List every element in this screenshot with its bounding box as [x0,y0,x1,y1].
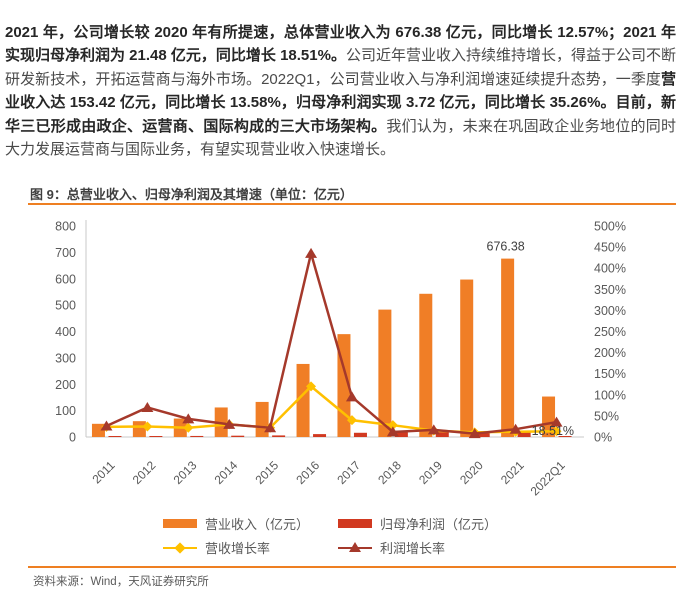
paragraph-segment-1: 公司近年营业收入持续维持增长，得益于公司不断研发新技术，开拓运营商与海外市场。2… [5,47,676,88]
x-axis-label: 2016 [293,458,322,487]
diamond-marker [183,422,194,433]
x-axis-label: 2015 [252,458,281,487]
triangle-marker [223,418,236,429]
bar-revenue [419,293,433,437]
right-axis-tick-label: 150% [594,367,626,381]
bar-net-profit [231,435,245,437]
legend-triangle-icon [349,542,361,552]
data-label: 676.38 [487,240,525,254]
x-axis-label: 2012 [130,458,159,487]
diamond-marker [551,426,562,437]
right-axis-tick-label: 500% [594,220,626,234]
summary-paragraph: 2021 年，公司增长较 2020 年有所提速，总体营业收入为 676.38 亿… [5,21,676,161]
diamond-marker [142,421,153,432]
triangle-marker [509,423,522,434]
right-axis-tick-label: 50% [594,409,619,423]
left-axis-tick-label: 600 [55,272,76,286]
legend-label: 利润增长率 [380,541,446,556]
bar-revenue [296,363,310,437]
right-axis-tick-label: 400% [594,262,626,276]
x-axis-label: 2011 [89,458,117,486]
triangle-marker [264,422,277,433]
triangle-marker [386,426,399,437]
left-axis-tick-label: 0 [69,431,76,445]
paragraph-segment-2: 营业收入达 153.42 亿元，同比增长 13.58%，归母净利润实现 3.72… [5,70,676,135]
diamond-marker [346,415,357,426]
legend-item-0: 营业收入（亿元） [163,514,309,533]
triangle-marker [305,247,318,258]
bar-revenue [132,421,146,437]
right-axis-tick-label: 250% [594,325,626,339]
x-axis-label: 2022Q1 [528,458,568,498]
source-divider [28,566,676,568]
left-axis-tick-label: 100 [55,404,76,418]
triangle-marker [345,391,358,402]
data-label: 18.51% [532,424,574,438]
right-axis-tick-label: 350% [594,283,626,297]
bar-net-profit [190,435,204,437]
triangle-marker [141,401,154,412]
x-axis-label: 2019 [416,458,445,487]
title-divider [28,203,676,205]
left-axis-tick-label: 300 [55,351,76,365]
triangle-marker [468,428,481,439]
triangle-marker [550,416,563,427]
x-axis-label: 2014 [212,458,241,487]
bar-net-profit [149,436,163,437]
bar-net-profit [272,435,286,437]
left-axis-tick-label: 400 [55,325,76,339]
right-axis-tick-label: 450% [594,241,626,255]
diamond-marker [306,381,317,392]
chart-area: 0 100 200 300 400 500 600 700 800 0% 50% 100% 150% 20… [0,206,681,506]
bar-revenue [378,309,392,437]
legend-item-2: 营收增长率 [163,538,270,557]
x-axis-label: 2018 [375,458,404,487]
bar-net-profit [517,431,531,437]
legend-label: 归母净利润（亿元） [380,517,498,532]
triangle-marker [100,420,113,431]
left-axis-tick-label: 200 [55,378,76,392]
legend-bar-swatch [163,519,197,528]
figure-title: 图 9：总营业收入、归母净利润及其增速（单位：亿元） [30,187,353,202]
x-axis-label: 2017 [334,458,363,487]
legend-item-1: 归母净利润（亿元） [338,514,497,533]
legend-diamond-icon [174,541,186,554]
legend-bar-swatch [338,519,372,528]
legend-marker-swatch [338,542,372,553]
bar-revenue [501,258,515,437]
bar-net-profit [476,431,490,437]
legend-item-3: 利润增长率 [338,538,445,557]
x-axis-label: 2013 [171,458,200,487]
left-axis-tick-label: 700 [55,246,76,260]
triangle-marker [182,413,195,424]
legend-label: 营业收入（亿元） [205,517,310,532]
right-axis-tick-label: 100% [594,388,626,402]
bar-net-profit [558,436,572,437]
triangle-marker [427,424,440,435]
legend-label: 营收增长率 [205,541,271,556]
bar-net-profit [313,434,327,437]
bar-net-profit [394,432,408,437]
revenue-profit-chart: 0 100 200 300 400 500 600 700 800 0% 50% 100% 150% 20… [55,220,626,499]
left-axis-tick-label: 800 [55,220,76,234]
line-profit-growth [105,248,557,435]
paragraph-segment-0: 2021 年，公司增长较 2020 年有所提速，总体营业收入为 676.38 亿… [5,24,676,65]
source-note: 资料来源：Wind，天风证券研究所 [33,576,209,588]
right-axis-tick-label: 0% [594,431,612,445]
left-axis-tick-label: 500 [55,299,76,313]
right-axis-tick-label: 200% [594,346,626,360]
bar-net-profit [353,432,367,437]
legend-marker-swatch [163,541,197,554]
bar-revenue [542,396,556,437]
x-axis-label: 2020 [457,458,486,487]
bar-net-profit [435,432,449,437]
bar-net-profit [108,436,122,437]
x-axis-label: 2021 [498,458,527,487]
paragraph-segment-3: 我们认为，未来在巩固政企业务地位的同时大力发展运营商与国际业务，有望实现营业收入… [5,117,676,159]
right-axis-tick-label: 300% [594,304,626,318]
diamond-marker [387,420,398,431]
bar-revenue [460,279,474,437]
